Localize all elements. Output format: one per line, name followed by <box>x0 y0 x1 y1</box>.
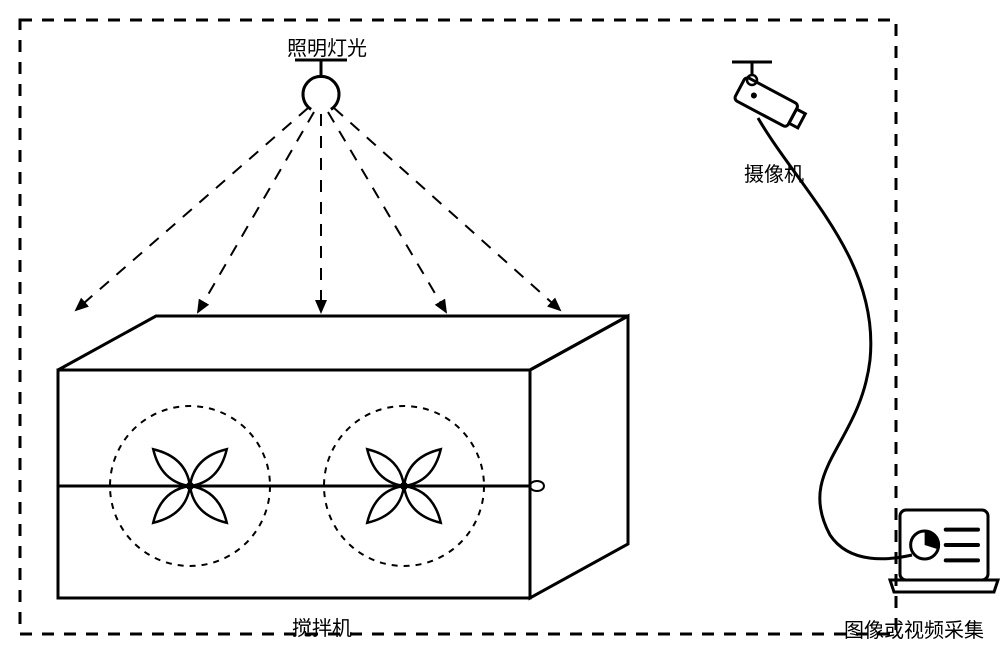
label-laptop: 图像或视频采集 <box>844 614 984 643</box>
diagram-canvas <box>0 0 1000 654</box>
label-light: 照明灯光 <box>287 32 367 61</box>
label-camera: 摄像机 <box>744 158 804 187</box>
label-mixer: 搅拌机 <box>292 612 352 641</box>
